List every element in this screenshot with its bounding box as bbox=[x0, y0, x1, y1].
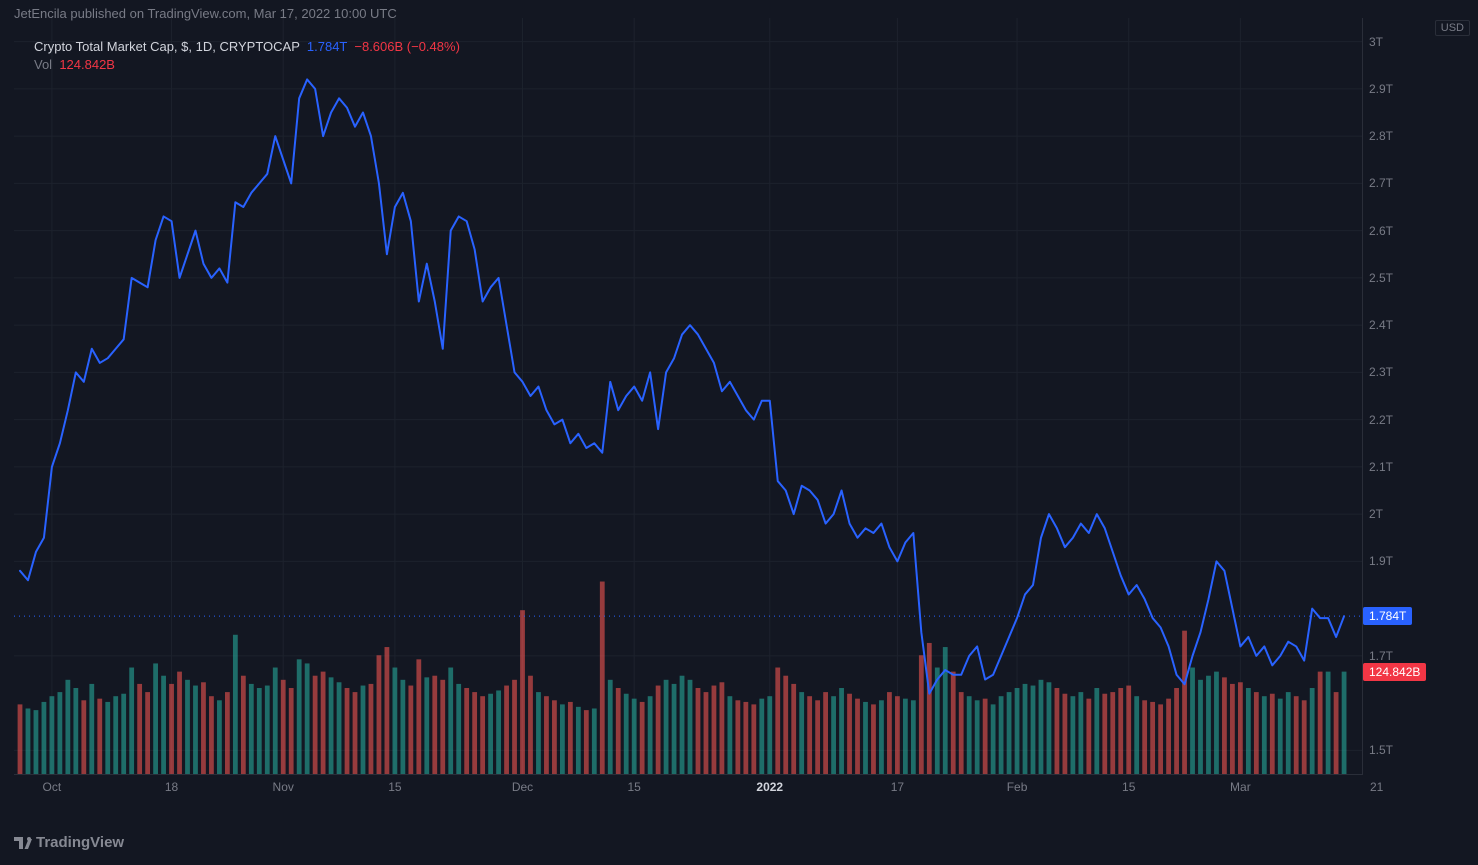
symbol-label: Crypto Total Market Cap, $, 1D, CRYPTOCA… bbox=[34, 39, 300, 54]
y-tick: 2.8T bbox=[1369, 129, 1393, 143]
x-tick: Nov bbox=[273, 780, 294, 794]
y-tick: 2.6T bbox=[1369, 224, 1393, 238]
y-tick: 2.5T bbox=[1369, 271, 1393, 285]
chart-pane[interactable]: Crypto Total Market Cap, $, 1D, CRYPTOCA… bbox=[14, 18, 1363, 775]
y-tick: 2.3T bbox=[1369, 365, 1393, 379]
tv-glyph-icon bbox=[14, 837, 32, 849]
x-tick: 15 bbox=[627, 780, 640, 794]
chart-svg bbox=[14, 18, 1362, 774]
current-volume-tag: 124.842B bbox=[1363, 663, 1426, 681]
x-axis[interactable]: Oct 18 Nov 15 Dec 15 2022 17 Feb 15 Mar bbox=[14, 776, 1362, 802]
x-tick: 15 bbox=[388, 780, 401, 794]
y-tick: 2T bbox=[1369, 507, 1383, 521]
y-axis[interactable]: 3T 2.9T 2.8T 2.7T 2.6T 2.5T 2.4T 2.3T 2.2T 2.1T 2T… bbox=[1363, 18, 1463, 774]
y-tick: 2.9T bbox=[1369, 82, 1393, 96]
brand-text: TradingView bbox=[36, 834, 124, 851]
x-tick: 15 bbox=[1122, 780, 1135, 794]
y-tick: 3T bbox=[1369, 35, 1383, 49]
x-tick: 18 bbox=[165, 780, 178, 794]
volume-label: Vol bbox=[34, 57, 52, 72]
y-tick: 2.4T bbox=[1369, 318, 1393, 332]
future-x-tick: 21 bbox=[1370, 780, 1383, 794]
last-value: 1.784T bbox=[307, 39, 347, 54]
chart-legend: Crypto Total Market Cap, $, 1D, CRYPTOCA… bbox=[34, 38, 460, 74]
y-tick: 2.2T bbox=[1369, 413, 1393, 427]
x-tick: 2022 bbox=[756, 780, 783, 794]
x-tick: 17 bbox=[891, 780, 904, 794]
y-tick: 2.1T bbox=[1369, 460, 1393, 474]
x-tick: Mar bbox=[1230, 780, 1251, 794]
tradingview-logo: TradingView bbox=[14, 834, 124, 851]
y-tick: 1.7T bbox=[1369, 649, 1393, 663]
y-tick: 1.9T bbox=[1369, 554, 1393, 568]
x-tick: Oct bbox=[43, 780, 62, 794]
y-tick: 1.5T bbox=[1369, 743, 1393, 757]
x-tick: Dec bbox=[512, 780, 533, 794]
current-price-tag: 1.784T bbox=[1363, 607, 1412, 625]
change-value: −8.606B (−0.48%) bbox=[354, 39, 460, 54]
y-tick: 2.7T bbox=[1369, 176, 1393, 190]
x-tick: Feb bbox=[1007, 780, 1028, 794]
volume-value: 124.842B bbox=[59, 57, 115, 72]
